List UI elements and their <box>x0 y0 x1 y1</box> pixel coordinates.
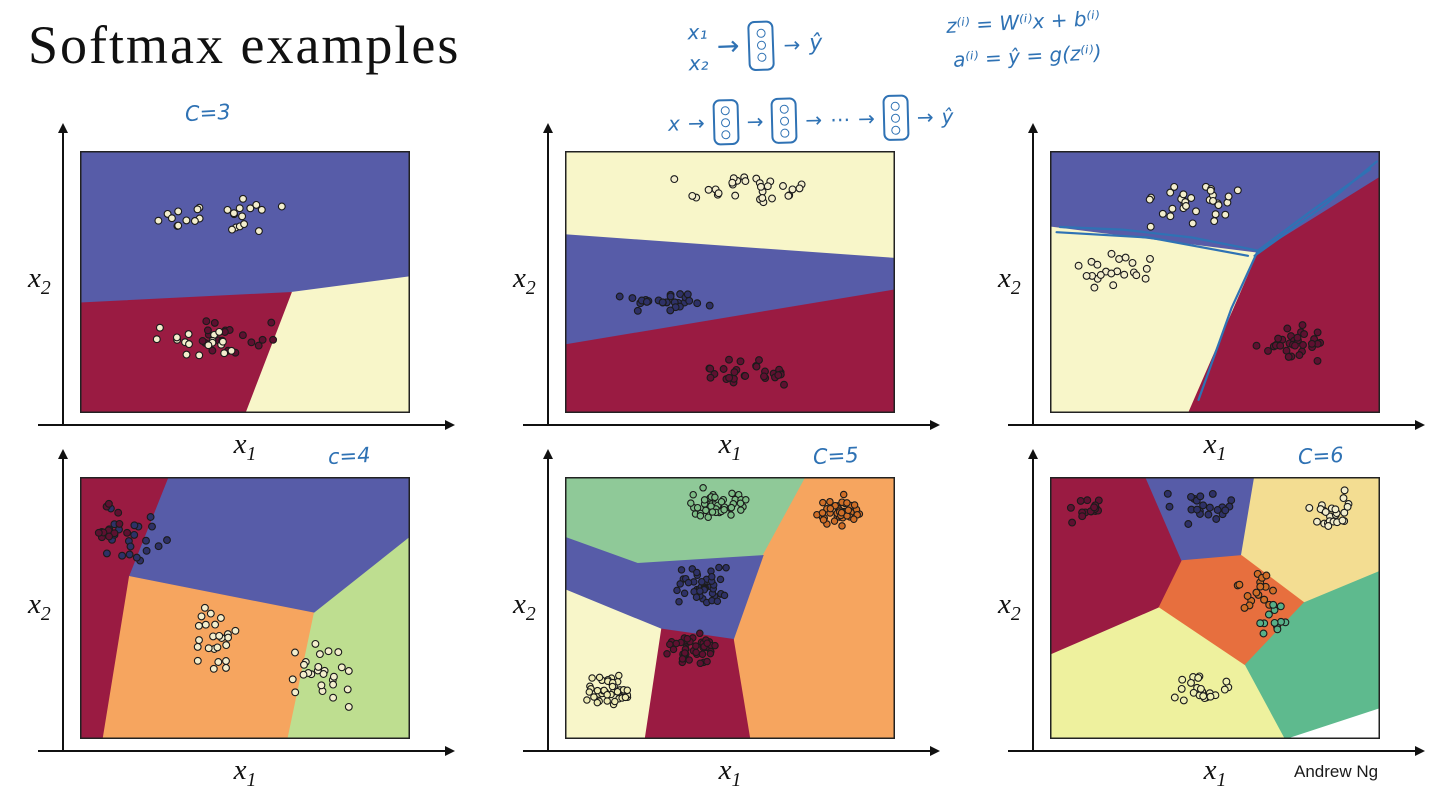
class-count-annotation: C=6 <box>1297 442 1345 470</box>
x-label-base: x <box>233 428 247 460</box>
class-count-annotation: C=5 <box>812 442 860 470</box>
arrow-icon: → <box>716 30 741 63</box>
x-axis <box>38 746 455 756</box>
nn-sketch-single-layer: x₁ x₂ → → ŷ <box>687 16 823 76</box>
y-axis <box>1028 123 1038 426</box>
decision-boundary-canvas <box>1050 151 1380 413</box>
neuron-icon <box>756 40 767 50</box>
y-label-sub: 2 <box>525 276 536 299</box>
y-label-base: x <box>513 262 526 294</box>
y-label-sub: 2 <box>40 276 51 299</box>
x-axis-label: x1 <box>80 428 410 466</box>
x-axis-label: x1 <box>1050 754 1380 792</box>
y-axis <box>1028 449 1038 752</box>
decision-boundary-canvas <box>80 151 410 413</box>
x-label-base: x <box>1203 428 1217 460</box>
y-label-sub: 2 <box>1010 276 1021 299</box>
x-label-base: x <box>718 754 732 786</box>
author-credit: Andrew Ng <box>1294 762 1379 781</box>
y-label-base: x <box>28 262 41 294</box>
y-axis-label: x2 <box>28 588 51 626</box>
decision-boundary-canvas <box>1050 477 1380 739</box>
class-count-annotation: c=4 <box>327 442 372 470</box>
plot-panel-c4: x2 x1 c=4 <box>28 443 482 791</box>
neuron-icon <box>891 113 901 123</box>
nn-inputs: x₁ x₂ <box>687 20 709 76</box>
plot-panel-bands: x2 x1 <box>513 123 967 465</box>
output-yhat-label: ŷ <box>808 30 823 57</box>
neuron-icon <box>757 52 767 62</box>
x-label-sub: 1 <box>1216 442 1227 465</box>
neuron-icon <box>779 104 789 114</box>
y-axis <box>58 449 68 752</box>
y-label-base: x <box>998 262 1011 294</box>
y-label-base: x <box>28 588 41 620</box>
x-axis-label: x1 <box>1050 428 1380 466</box>
y-axis-label: x2 <box>28 262 51 300</box>
decision-boundary-canvas <box>565 477 895 739</box>
y-label-base: x <box>998 588 1011 620</box>
y-axis <box>543 449 553 752</box>
y-axis <box>543 123 553 426</box>
neuron-icon <box>756 28 766 38</box>
x-label-sub: 1 <box>246 768 257 791</box>
neuron-icon <box>720 105 730 115</box>
y-label-sub: 2 <box>525 602 536 625</box>
input-x2-label: x₂ <box>688 50 709 76</box>
x-label-base: x <box>233 754 247 786</box>
formula-z: z⁽ⁱ⁾ = W⁽ⁱ⁾x + b⁽ⁱ⁾ <box>945 5 1101 39</box>
decision-boundary-canvas <box>80 477 410 739</box>
neuron-icon <box>779 116 790 126</box>
plot-panel-c6: x2 x1 C=6 <box>998 443 1440 791</box>
formula-a: a⁽ⁱ⁾ = ŷ = g(z⁽ⁱ⁾) <box>952 40 1103 72</box>
y-label-sub: 2 <box>1010 602 1021 625</box>
x-label-sub: 1 <box>731 442 742 465</box>
y-label-base: x <box>513 588 526 620</box>
input-x1-label: x₁ <box>687 19 708 45</box>
y-axis-label: x2 <box>513 588 536 626</box>
neuron-icon <box>890 101 901 111</box>
plot-panel-pen-traced: x2 x1 <box>998 123 1440 465</box>
y-axis-label: x2 <box>998 588 1021 626</box>
x-axis <box>523 746 940 756</box>
x-label-sub: 1 <box>1216 768 1227 791</box>
page-title: Softmax examples <box>28 15 461 75</box>
x-axis <box>38 420 455 430</box>
arrow-icon: → <box>783 31 801 57</box>
x-axis <box>523 420 940 430</box>
plot-panel-c5: x2 x1 C=5 <box>513 443 967 791</box>
x-label-base: x <box>1203 754 1217 786</box>
x-axis-label: x1 <box>565 428 895 466</box>
plot-panel-c3: x2 x1 C=3 <box>28 100 482 465</box>
output-yhat-label: ŷ <box>941 104 954 129</box>
x-label-base: x <box>718 428 732 460</box>
x-label-sub: 1 <box>246 442 257 465</box>
class-count-annotation: C=3 <box>184 99 232 127</box>
y-label-sub: 2 <box>40 602 51 625</box>
x-label-sub: 1 <box>731 768 742 791</box>
decision-boundary-canvas <box>565 151 895 413</box>
y-axis-label: x2 <box>998 262 1021 300</box>
x-axis-label: x1 <box>80 754 410 792</box>
x-axis <box>1008 746 1425 756</box>
x-axis <box>1008 420 1425 430</box>
y-axis-label: x2 <box>513 262 536 300</box>
y-axis <box>58 123 68 426</box>
x-axis-label: x1 <box>565 754 895 792</box>
layer-box-icon <box>747 19 776 71</box>
